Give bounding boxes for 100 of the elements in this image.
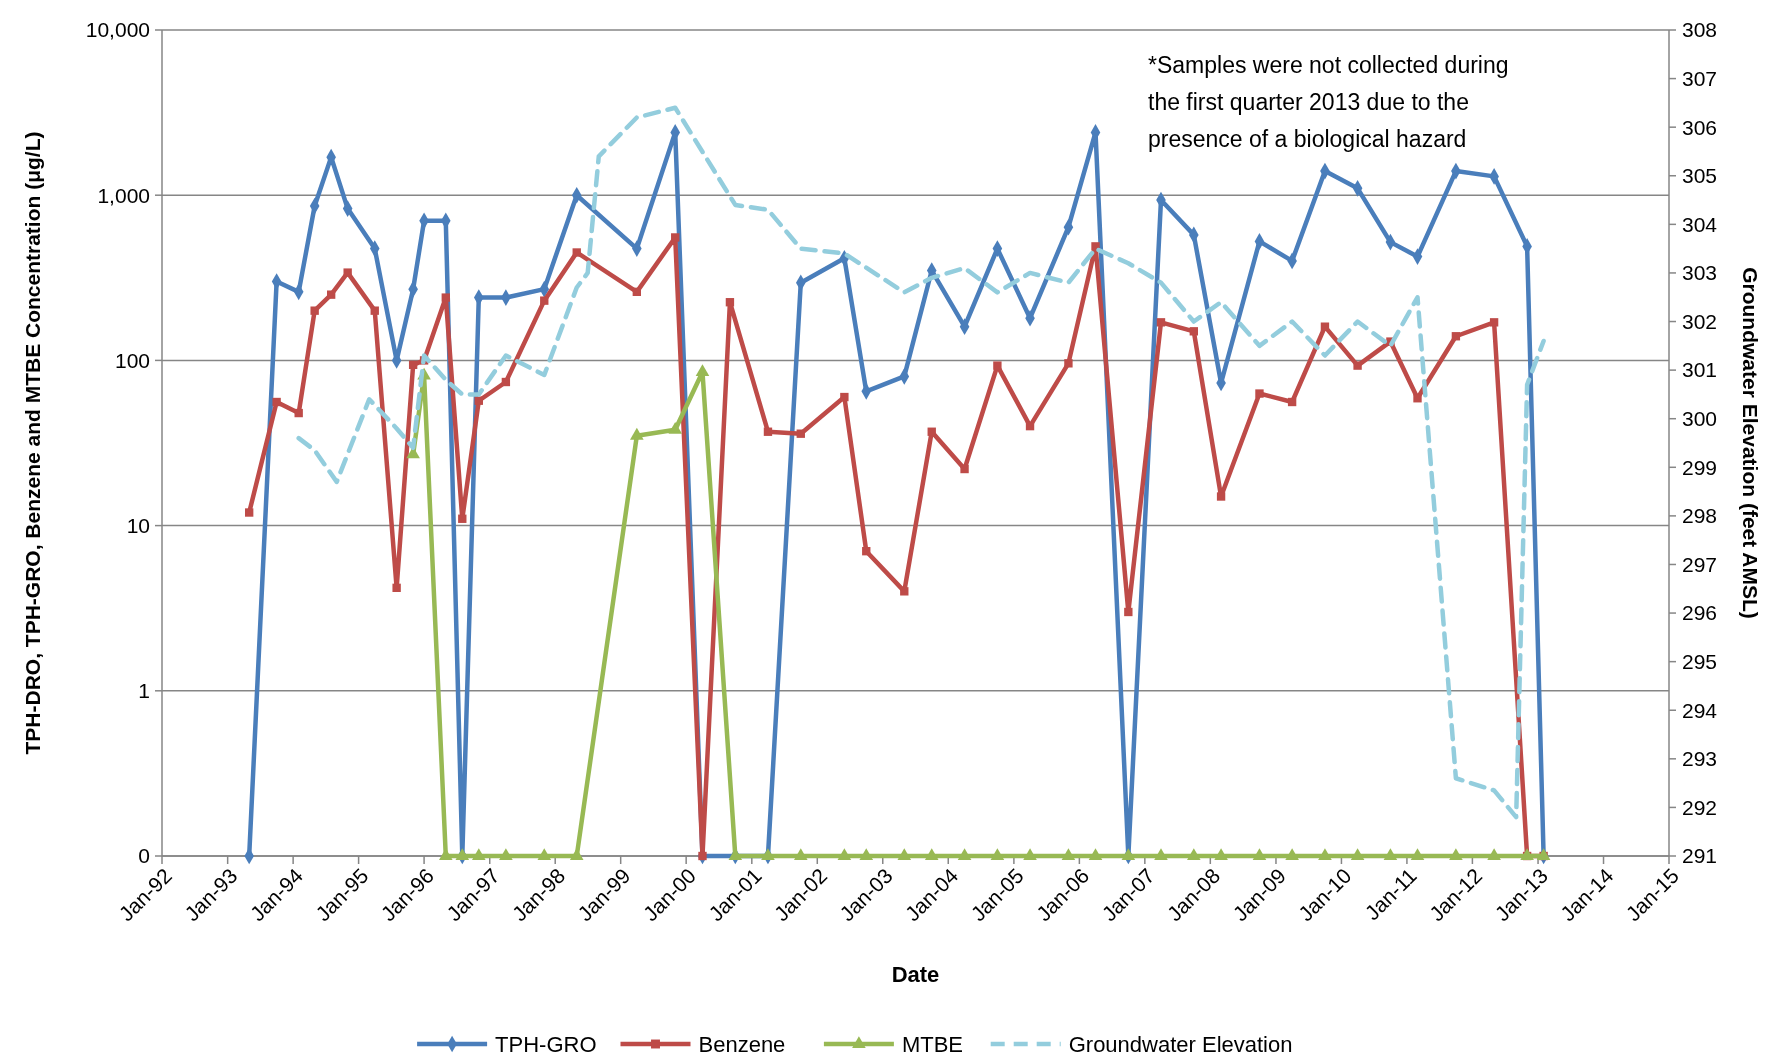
point: [1023, 848, 1037, 860]
point: [572, 248, 581, 257]
point: [1413, 394, 1422, 403]
point: [1383, 848, 1398, 860]
point: [725, 298, 735, 307]
point: [1449, 848, 1463, 860]
point: [392, 583, 401, 593]
point: [408, 360, 418, 370]
y2-tick-label: 291: [1682, 844, 1718, 868]
point: [370, 306, 379, 315]
point: [1124, 607, 1133, 617]
point: [837, 848, 852, 860]
point: [1410, 848, 1425, 860]
point: [632, 287, 642, 297]
point: [1318, 848, 1332, 860]
point: [957, 848, 972, 860]
y2-tick-label: 295: [1682, 650, 1718, 673]
point: [761, 848, 775, 860]
point: [668, 421, 683, 434]
point: [990, 848, 1005, 860]
point: [540, 296, 549, 305]
point: [671, 233, 680, 242]
point: [294, 408, 303, 418]
point: [859, 848, 874, 860]
point: [501, 377, 511, 387]
point: [1214, 848, 1228, 860]
y2-tick-label: 298: [1682, 504, 1718, 528]
y2-tick-label: 302: [1682, 309, 1718, 333]
point: [900, 587, 909, 596]
point: [630, 427, 644, 440]
legend-label: TPH-GRO: [495, 1031, 597, 1053]
point: [1285, 848, 1299, 860]
point: [474, 396, 483, 405]
point: [441, 293, 450, 302]
y2-tick-label: 293: [1682, 747, 1718, 771]
y-tick-label: 10,000: [85, 18, 150, 42]
y2-tick-label: 303: [1682, 261, 1718, 285]
point: [793, 848, 808, 860]
y2-tick-label: 299: [1682, 455, 1718, 479]
point: [960, 464, 969, 474]
y2-tick-label: 294: [1682, 698, 1718, 722]
y2-tick-label: 292: [1682, 795, 1718, 819]
point: [1255, 389, 1264, 398]
point: [993, 361, 1002, 370]
point: [1064, 359, 1073, 368]
point: [698, 851, 707, 861]
point: [1287, 397, 1297, 407]
y2-tick-label: 297: [1682, 552, 1718, 576]
point: [472, 848, 486, 860]
x-axis-title: Date: [891, 962, 940, 987]
point: [695, 364, 710, 376]
point: [1216, 492, 1226, 501]
y2-tick-label: 300: [1682, 407, 1718, 431]
point: [245, 508, 254, 517]
legend-label: Groundwater Elevation: [1068, 1031, 1293, 1053]
point: [1489, 318, 1499, 327]
y2-tick-label: 306: [1682, 115, 1718, 139]
legend-label: Benzene: [698, 1031, 786, 1053]
point: [1350, 848, 1365, 860]
point: [840, 392, 849, 402]
point: [1487, 848, 1501, 860]
point: [1187, 848, 1201, 860]
point: [1121, 848, 1136, 860]
point: [499, 848, 513, 860]
point: [343, 268, 352, 277]
point: [1025, 421, 1035, 431]
annotation: *Samples were not collected during the first quarter 2013 due to the presence of a biological hazard: [1148, 52, 1509, 152]
point: [862, 547, 871, 556]
y-tick-label: 10: [126, 513, 150, 537]
y-tick-label: 100: [114, 348, 150, 372]
point: [1451, 332, 1461, 341]
y2-tick-label: 307: [1682, 66, 1718, 90]
y-axis-title: TPH-DRO, TPH-GRO, Benzene and MTBE Concentration (μg/L): [21, 131, 44, 755]
y-tick-label: 0: [138, 844, 150, 868]
legend-label: MTBE: [901, 1031, 964, 1053]
y2-axis-title: Groundwater Elevation (feet AMSL): [1739, 267, 1762, 619]
point: [1061, 848, 1076, 860]
y2-tick-label: 301: [1682, 358, 1718, 382]
point: [897, 848, 912, 860]
y2-tick-label: 308: [1682, 18, 1718, 42]
point: [1154, 848, 1168, 860]
point: [1189, 327, 1198, 336]
point: [1156, 318, 1166, 327]
point: [569, 848, 584, 860]
point: [924, 848, 939, 860]
point: [1353, 361, 1362, 370]
y-tick-label: 1,000: [97, 183, 150, 207]
y2-tick-label: 304: [1682, 212, 1718, 236]
point: [458, 514, 467, 523]
y2-tick-label: 305: [1682, 164, 1718, 188]
point: [1088, 848, 1103, 860]
point: [310, 306, 319, 315]
point: [1320, 322, 1330, 331]
y2-tick-label: 296: [1682, 601, 1718, 625]
point: [326, 290, 336, 299]
point: [927, 427, 936, 436]
point: [1252, 848, 1267, 860]
point: [537, 848, 552, 860]
point: [796, 429, 805, 438]
point: [455, 848, 470, 860]
